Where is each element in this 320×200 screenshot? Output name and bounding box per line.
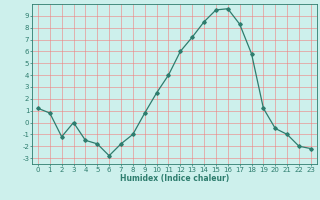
X-axis label: Humidex (Indice chaleur): Humidex (Indice chaleur) bbox=[120, 174, 229, 183]
